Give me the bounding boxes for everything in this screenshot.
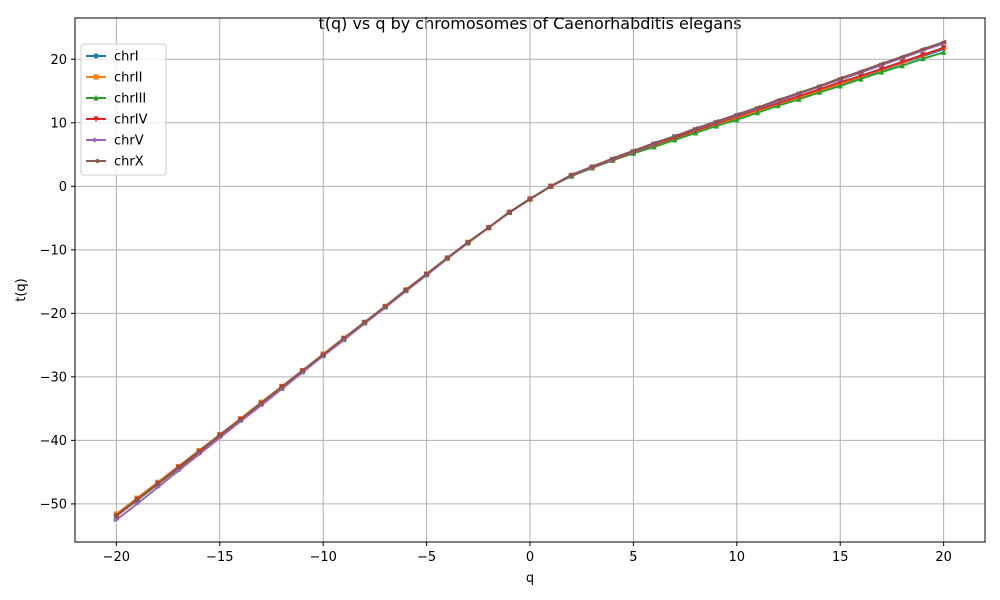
data-point: [175, 468, 182, 474]
data-point: [526, 196, 533, 202]
data-point: [650, 140, 657, 146]
data-point: [754, 104, 761, 111]
x-tick-label: 20: [935, 550, 952, 565]
legend-item-chrV: chrV: [86, 134, 144, 149]
y-tick-label: −10: [40, 243, 67, 258]
legend-label: chrIII: [114, 92, 146, 107]
data-point: [837, 75, 843, 81]
x-tick-label: −10: [309, 550, 336, 565]
data-point: [506, 209, 512, 215]
data-point: [133, 496, 140, 503]
legend-marker: [93, 116, 99, 123]
data-point: [920, 55, 926, 62]
data-point: [857, 68, 864, 74]
x-tick-label: −20: [103, 550, 130, 565]
data-point: [940, 39, 947, 45]
data-point: [216, 432, 223, 438]
x-tick-label: 10: [729, 550, 746, 565]
legend-label: chrII: [114, 71, 142, 86]
data-point: [113, 517, 120, 523]
legend-marker: [93, 53, 99, 59]
series-chrX: [113, 39, 947, 518]
data-point: [113, 512, 119, 518]
data-point: [485, 225, 492, 231]
y-tick-label: 0: [59, 180, 67, 195]
data-point: [941, 45, 947, 52]
legend-label: chrIV: [114, 113, 148, 128]
y-tick-label: −50: [40, 497, 67, 512]
x-tick-label: 5: [629, 550, 637, 565]
data-point: [837, 82, 843, 89]
data-point: [423, 271, 430, 277]
legend: chrI chrII chrIII chrIV chrV chrX: [80, 43, 167, 176]
legend-marker: [93, 94, 99, 101]
data-point: [319, 352, 326, 358]
legend-item-chrIII: chrIII: [86, 92, 146, 107]
y-tick-label: −30: [40, 370, 67, 385]
data-point: [671, 133, 678, 139]
y-axis: −50 −40 −30 −20 −10 0 10 20: [40, 53, 75, 512]
data-point: [899, 54, 905, 60]
data-point: [919, 46, 926, 52]
x-tick-label: −5: [417, 550, 436, 565]
data-point: [774, 97, 781, 103]
data-point: [568, 172, 574, 178]
data-point: [588, 164, 595, 170]
data-point: [237, 416, 244, 423]
y-tick-label: −40: [40, 434, 67, 449]
data-point: [361, 319, 368, 325]
legend-item-chrX: chrX: [86, 155, 144, 170]
legend-marker: [92, 158, 99, 164]
data-point: [816, 83, 823, 89]
data-point: [257, 400, 264, 406]
data-point: [464, 239, 471, 245]
data-point: [712, 118, 719, 125]
data-point: [278, 384, 285, 390]
data-point: [547, 183, 554, 189]
data-point: [630, 148, 637, 154]
data-point: [175, 464, 182, 470]
y-tick-label: 10: [50, 116, 67, 131]
series-layer: [113, 39, 947, 523]
y-tick-label: 20: [50, 53, 67, 68]
data-point: [195, 448, 202, 454]
data-point: [444, 255, 450, 261]
legend-label: chrV: [114, 134, 144, 149]
data-point: [134, 501, 141, 507]
data-point: [899, 62, 905, 69]
legend-item-chrI: chrI: [86, 50, 139, 65]
data-point: [858, 73, 864, 79]
y-tick-label: −20: [40, 307, 67, 322]
data-point: [941, 49, 947, 55]
data-point: [920, 52, 926, 59]
x-tick-label: −15: [206, 550, 233, 565]
x-axis-title: q: [526, 571, 534, 586]
legend-item-chrIV: chrIV: [86, 113, 148, 128]
legend-marker: [93, 137, 100, 143]
data-point: [733, 111, 740, 118]
x-tick-label: 15: [832, 550, 849, 565]
data-point: [340, 335, 347, 341]
legend-label: chrX: [114, 155, 144, 170]
x-tick-label: 0: [526, 550, 534, 565]
data-point: [155, 484, 161, 490]
grid-lines: [75, 18, 985, 542]
data-point: [382, 303, 388, 309]
data-point: [402, 287, 409, 293]
data-point: [878, 61, 885, 67]
data-point: [154, 480, 161, 487]
x-axis: −20 −15 −10 −5 0 5 10 15 20: [103, 542, 952, 565]
data-point: [609, 155, 616, 161]
legend-label: chrI: [114, 50, 139, 65]
data-point: [692, 125, 699, 132]
data-point: [795, 90, 802, 96]
legend-marker: [93, 74, 99, 80]
data-point: [899, 59, 905, 66]
data-point: [878, 66, 885, 73]
y-axis-title: t(q): [14, 278, 29, 302]
legend-item-chrII: chrII: [86, 71, 142, 86]
data-point: [299, 367, 306, 374]
